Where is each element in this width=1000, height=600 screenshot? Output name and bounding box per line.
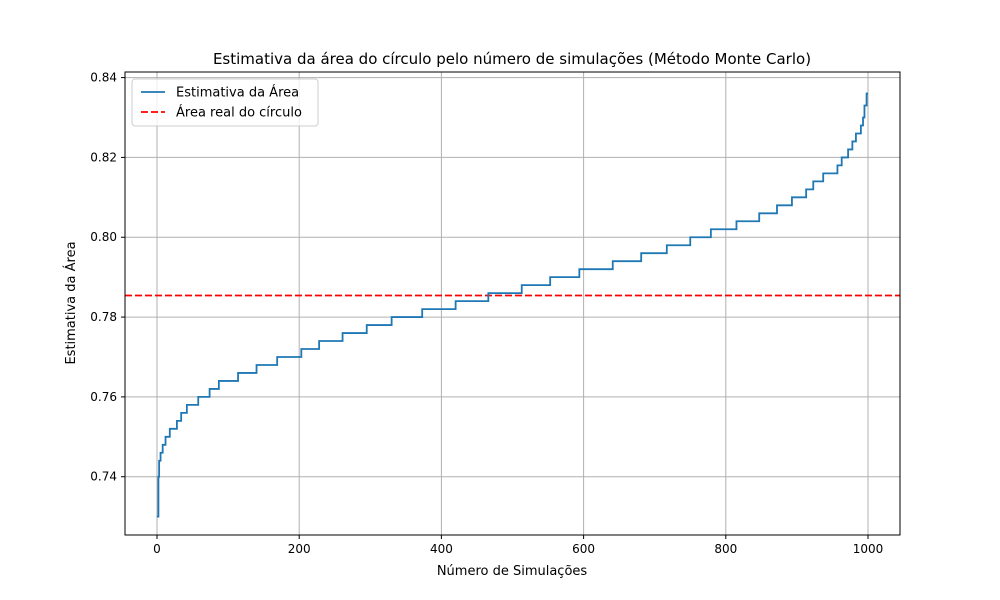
y-axis-ticks: 0.74 0.76 0.78 0.80 0.82 0.84 <box>90 71 125 484</box>
y-tick-label: 0.74 <box>90 470 117 484</box>
legend-label-estimate: Estimativa da Área <box>176 85 299 101</box>
x-tick-label: 1000 <box>853 542 884 556</box>
legend-box <box>131 78 319 127</box>
x-tick-label: 800 <box>714 542 737 556</box>
legend: Estimativa da Área Área real do círculo <box>131 78 319 127</box>
plot-frame <box>124 71 901 536</box>
x-tick-label: 600 <box>572 542 595 556</box>
x-axis-ticks: 0 200 400 600 800 1000 <box>153 535 883 556</box>
y-tick-label: 0.84 <box>90 71 117 85</box>
y-tick-label: 0.78 <box>90 310 117 324</box>
series-line-estimate <box>157 92 868 518</box>
y-tick-label: 0.80 <box>90 230 117 244</box>
y-axis-label: Estimativa da Área <box>63 241 79 364</box>
chart-title: Estimativa da área do círculo pelo númer… <box>213 50 811 68</box>
x-tick-label: 0 <box>153 542 161 556</box>
y-tick-label: 0.76 <box>90 390 117 404</box>
x-tick-label: 200 <box>288 542 311 556</box>
legend-label-true-area: Área real do círculo <box>176 105 302 121</box>
grid-lines <box>125 72 900 535</box>
x-axis-label: Número de Simulações <box>437 564 588 579</box>
x-tick-label: 400 <box>430 542 453 556</box>
y-tick-label: 0.82 <box>90 150 117 164</box>
